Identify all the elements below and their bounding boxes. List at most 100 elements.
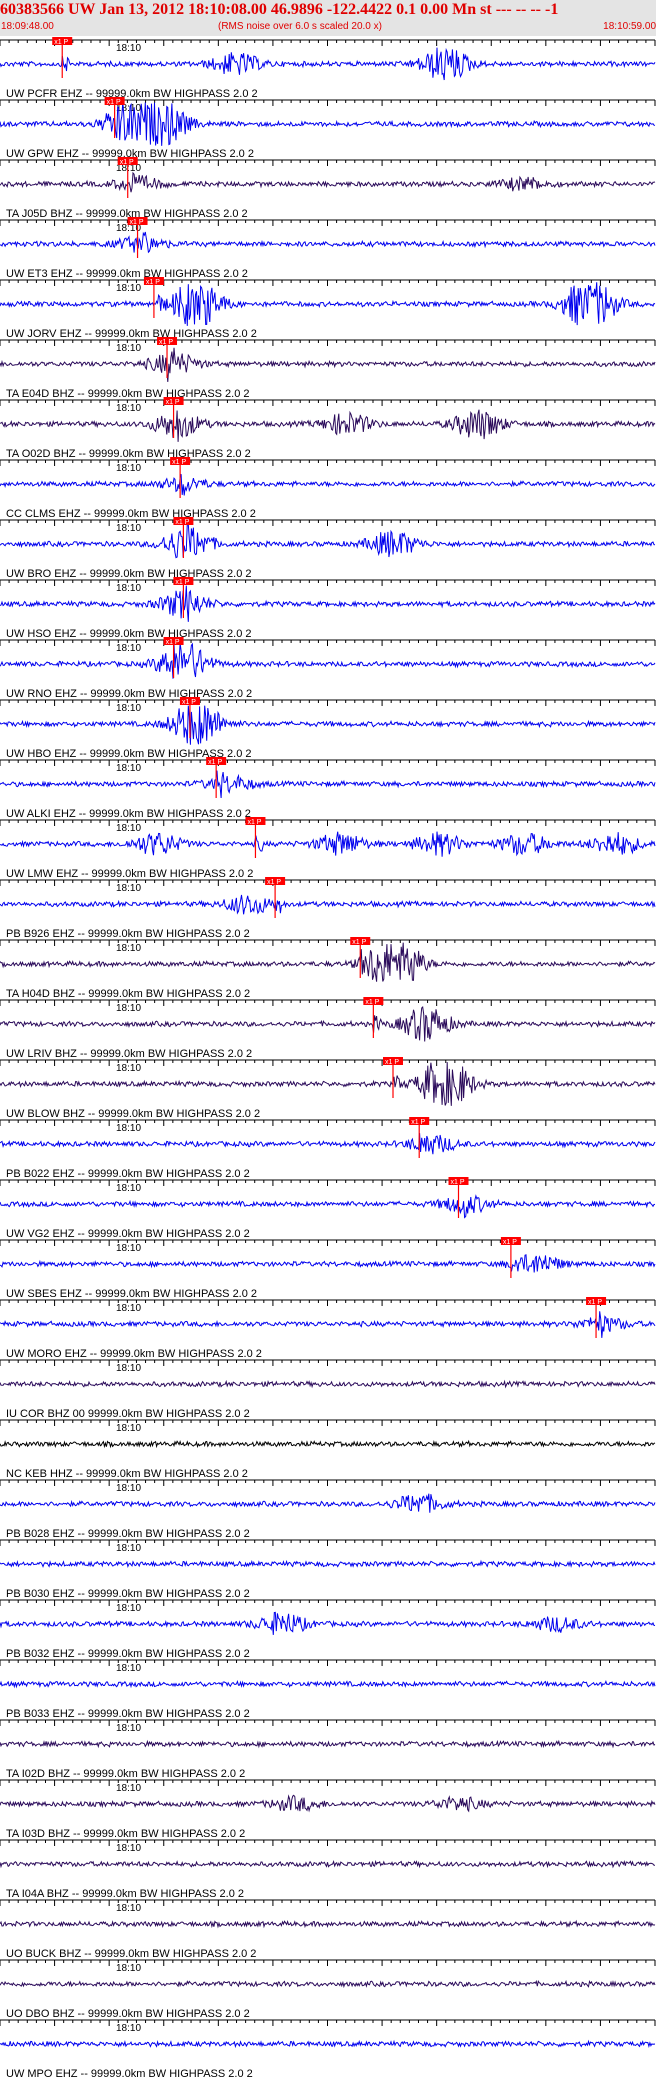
pick-marker-box [206,757,227,765]
station-label: UO DBO BHZ -- 99999.0km BW HIGHPASS 2.0 … [6,2008,250,2020]
station-label: PB B032 EHZ -- 99999.0km BW HIGHPASS 2.0… [6,1648,250,1660]
pick-marker-box [104,97,125,105]
pick-marker-label: x1 P [411,1119,425,1126]
waveform-trace [0,1979,656,1989]
waveform-trace [0,1493,656,1513]
waveform-trace [0,1254,656,1273]
pick-marker-label: x1 P [503,1239,517,1246]
station-label: TA O02D BHZ -- 99999.0km BW HIGHPASS 2.0… [6,448,251,460]
pick-marker-box [117,157,138,165]
waveform-trace [0,1194,656,1219]
pick-marker-label: x1 P [54,39,68,46]
station-label: UW PCFR EHZ -- 99999.0km BW HIGHPASS 2.0… [6,88,258,100]
waveform-trace [0,1062,656,1106]
minute-tick-label: 18:10 [116,1183,141,1194]
pick-marker-box [265,877,286,885]
pick-marker-box [245,817,266,825]
waveform-trace [0,1739,656,1749]
pick-marker-label: x1 P [166,639,180,646]
station-label: PB B028 EHZ -- 99999.0km BW HIGHPASS 2.0… [6,1528,250,1540]
station-label: UW ET3 EHZ -- 99999.0km BW HIGHPASS 2.0 … [6,268,248,280]
waveform-trace [0,894,656,915]
station-label: UW BLOW BHZ -- 99999.0km BW HIGHPASS 2.0… [6,1108,260,1120]
pick-marker-label: x1 P [166,399,180,406]
station-label: UW ALKI EHZ -- 99999.0km BW HIGHPASS 2.0… [6,808,251,820]
station-label: CC CLMS EHZ -- 99999.0km BW HIGHPASS 2.0… [6,508,256,520]
minute-tick-label: 18:10 [116,1003,141,1014]
station-label: UO BUCK BHZ -- 99999.0km BW HIGHPASS 2.0… [6,1948,256,1960]
minute-tick-label: 18:10 [116,1603,141,1614]
minute-tick-label: 18:10 [116,883,141,894]
waveform-trace [0,1311,656,1338]
waveform-trace [0,1919,656,1929]
pick-marker-label: x1 P [451,1179,465,1186]
pick-marker-box [52,37,73,45]
station-label: TA I03D BHZ -- 99999.0km BW HIGHPASS 2.0… [6,1828,245,1840]
minute-tick-label: 18:10 [116,1423,141,1434]
station-label: UW JORV EHZ -- 99999.0km BW HIGHPASS 2.0… [6,328,257,340]
waveform-trace [0,231,656,254]
minute-tick-label: 18:10 [116,2023,141,2034]
pick-marker-label: x1 P [365,999,379,1006]
waveform-trace [0,282,656,326]
waveform-trace [0,171,656,193]
minute-tick-label: 18:10 [116,223,141,234]
waveform-trace [0,831,656,857]
station-label: TA E04D BHZ -- 99999.0km BW HIGHPASS 2.0… [6,388,250,400]
minute-tick-label: 18:10 [116,1243,141,1254]
pick-marker-box [170,457,191,465]
station-label: UW HSO EHZ -- 99999.0km BW HIGHPASS 2.0 … [6,628,252,640]
pick-marker-label: x1 P [172,459,186,466]
waveform-trace [0,521,656,559]
pick-marker-box [127,217,148,225]
page-title: 60383566 UW Jan 13, 2012 18:10:08.00 46.… [0,1,559,18]
waveform-trace [0,1379,656,1389]
pick-marker-label: x1 P [208,759,222,766]
station-label: UW VG2 EHZ -- 99999.0km BW HIGHPASS 2.0 … [6,1228,250,1240]
waveform-trace [0,1559,656,1569]
waveform-trace [0,942,656,982]
pick-marker-box [173,577,194,585]
pick-marker-label: x1 P [159,339,173,346]
pick-marker-label: x1 P [175,579,189,586]
pick-marker-box [586,1297,607,1305]
waveform-trace [0,1859,655,1869]
station-label: PB B033 EHZ -- 99999.0km BW HIGHPASS 2.0… [6,1708,250,1720]
station-label: PB B926 EHZ -- 99999.0km BW HIGHPASS 2.0… [6,928,250,940]
station-label: TA I04A BHZ -- 99999.0km BW HIGHPASS 2.0… [6,1888,244,1900]
pick-marker-label: x1 P [107,99,121,106]
pick-marker-label: x1 P [385,1059,399,1066]
waveform-trace [0,347,656,382]
end-time: 18:10:59.00 [603,21,656,32]
minute-tick-label: 18:10 [116,643,141,654]
subtitle: (RMS noise over 6.0 s scaled 20.0 x) [218,21,382,32]
station-label: UW SBES EHZ -- 99999.0km BW HIGHPASS 2.0… [6,1288,257,1300]
pick-marker-label: x1 P [588,1299,602,1306]
waveform-trace [0,642,656,679]
minute-tick-label: 18:10 [116,283,141,294]
minute-tick-label: 18:10 [116,1303,141,1314]
minute-tick-label: 18:10 [116,823,141,834]
minute-tick-label: 18:10 [116,1903,141,1914]
minute-tick-label: 18:10 [116,523,141,534]
minute-tick-label: 18:10 [116,1543,141,1554]
station-label: UW BRO EHZ -- 99999.0km BW HIGHPASS 2.0 … [6,568,252,580]
pick-marker-label: x1 P [182,699,196,706]
minute-tick-label: 18:10 [116,763,141,774]
pick-marker-box [163,397,184,405]
minute-tick-label: 18:10 [116,1963,141,1974]
minute-tick-label: 18:10 [116,1363,141,1374]
pick-marker-box [143,277,164,285]
pick-marker-box [163,637,184,645]
station-label: UW GPW EHZ -- 99999.0km BW HIGHPASS 2.0 … [6,148,254,160]
minute-tick-label: 18:10 [116,703,141,714]
pick-marker-box [179,697,200,705]
station-label: PB B030 EHZ -- 99999.0km BW HIGHPASS 2.0… [6,1588,250,1600]
station-label: PB B022 EHZ -- 99999.0km BW HIGHPASS 2.0… [6,1168,250,1180]
pick-marker-label: x1 P [352,939,366,946]
waveform-trace [0,1611,656,1635]
minute-tick-label: 18:10 [116,43,141,54]
pick-marker-label: x1 P [120,159,134,166]
minute-tick-label: 18:10 [116,343,141,354]
waveform-trace [0,1794,656,1813]
